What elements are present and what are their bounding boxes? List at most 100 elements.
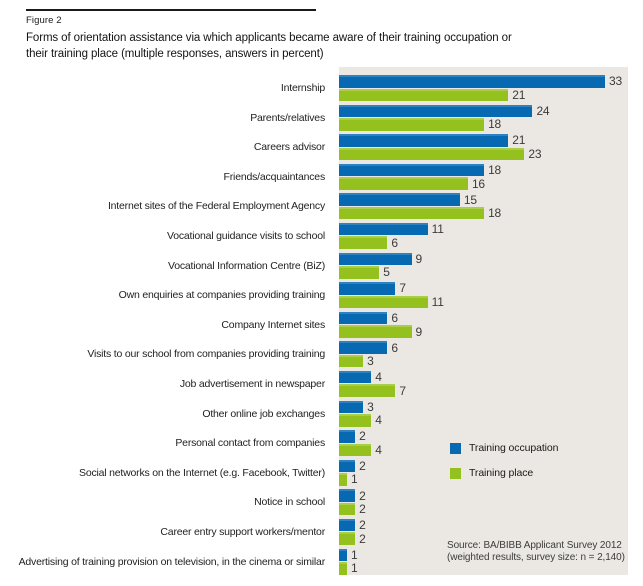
chart-row: Careers advisor 21 23 bbox=[0, 133, 643, 161]
legend-swatch-training-occupation-icon bbox=[450, 442, 461, 454]
value-label: 18 bbox=[488, 117, 502, 132]
chart-row: Own enquiries at companies providing tra… bbox=[0, 281, 643, 309]
source-line-2: (weighted results, survey size: n = 2,14… bbox=[447, 551, 625, 563]
chart-row: Social networks on the Internet (e.g. Fa… bbox=[0, 459, 643, 487]
bar-training-occupation: 3 bbox=[339, 400, 374, 414]
value-label: 3 bbox=[367, 354, 374, 369]
chart-row: Vocational guidance visits to school 11 6 bbox=[0, 222, 643, 250]
value-label: 1 bbox=[351, 547, 358, 562]
bar-training-occupation: 2 bbox=[339, 459, 366, 473]
value-label: 9 bbox=[415, 251, 423, 266]
value-label: 7 bbox=[399, 383, 406, 398]
value-label: 6 bbox=[391, 235, 398, 250]
value-label: 33 bbox=[608, 74, 622, 89]
value-label: 21 bbox=[512, 133, 526, 148]
chart-row: Notice in school 2 2 bbox=[0, 488, 643, 517]
chart-rows: Internship 33 21 Parents/relatives 24 18 Caree… bbox=[0, 67, 643, 578]
bar-training-place: 2 bbox=[339, 532, 366, 546]
bar-training-place: 6 bbox=[339, 236, 398, 250]
value-label: 7 bbox=[399, 281, 406, 296]
category-label: Parents/relatives bbox=[250, 111, 325, 124]
bar-chart: Internship 33 21 Parents/relatives 24 18 Caree… bbox=[0, 67, 643, 575]
category-label: Own enquiries at companies providing tra… bbox=[118, 289, 326, 302]
bar-training-place: 2 bbox=[339, 502, 366, 516]
category-label: Internship bbox=[280, 82, 325, 94]
bar-training-occupation: 9 bbox=[339, 252, 422, 266]
category-bars: 15 18 bbox=[339, 193, 643, 221]
category-label: Company Internet sites bbox=[221, 318, 325, 331]
value-label: 2 bbox=[359, 458, 366, 473]
chart-row: Personal contact from companies 2 4 bbox=[0, 429, 643, 457]
legend-swatch-training-place-icon bbox=[450, 467, 461, 479]
chart-row: Company Internet sites 6 9 bbox=[0, 311, 643, 339]
category-label: Job advertisement in newspaper bbox=[179, 377, 325, 390]
value-label: 18 bbox=[488, 163, 502, 178]
value-label: 2 bbox=[359, 531, 366, 546]
bar-training-occupation: 2 bbox=[339, 518, 366, 532]
chart-row: Vocational Information Centre (BiZ) 9 5 bbox=[0, 252, 643, 280]
bar-training-place: 23 bbox=[339, 147, 542, 161]
value-label: 1 bbox=[351, 472, 358, 487]
bar-training-place: 16 bbox=[339, 177, 485, 191]
category-bars: 18 16 bbox=[339, 163, 643, 191]
legend-label-training-occupation: Training occupation bbox=[469, 442, 559, 454]
bar-training-occupation: 6 bbox=[339, 341, 398, 355]
bar-training-place: 18 bbox=[339, 117, 501, 131]
chart-row: Career entry support workers/mentor 2 2 bbox=[0, 518, 643, 546]
bar-training-place: 11 bbox=[339, 295, 444, 309]
legend-label-training-place: Training place bbox=[469, 467, 534, 479]
category-bars: 21 23 bbox=[339, 133, 643, 161]
bar-training-occupation: 2 bbox=[339, 429, 366, 443]
category-label: Careers advisor bbox=[253, 141, 325, 154]
category-bars: 33 21 bbox=[339, 74, 643, 102]
value-label: 4 bbox=[375, 442, 382, 457]
value-label: 2 bbox=[359, 488, 366, 503]
bar-training-occupation: 21 bbox=[339, 133, 525, 147]
chart-row: Internship 33 21 bbox=[0, 74, 643, 102]
bar-training-place: 4 bbox=[339, 413, 382, 427]
value-label: 2 bbox=[359, 502, 366, 517]
figure-top-rule bbox=[26, 9, 316, 11]
bar-training-occupation: 24 bbox=[339, 104, 550, 118]
figure-title-line-2: their training place (multiple responses… bbox=[26, 48, 324, 60]
category-label: Notice in school bbox=[254, 496, 325, 509]
bar-training-place: 1 bbox=[339, 561, 358, 575]
value-label: 5 bbox=[383, 265, 390, 280]
category-label: Advertising of training provision on tel… bbox=[18, 555, 326, 568]
value-label: 4 bbox=[375, 370, 382, 385]
value-label: 18 bbox=[488, 206, 502, 221]
category-bars: 24 18 bbox=[339, 104, 643, 131]
chart-legend: Training occupation Training place bbox=[450, 442, 558, 492]
value-label: 1 bbox=[351, 561, 358, 576]
chart-row: Internet sites of the Federal Employment… bbox=[0, 193, 643, 221]
category-label: Career entry support workers/mentor bbox=[160, 525, 325, 538]
bar-training-occupation: 15 bbox=[339, 193, 477, 207]
category-label: Vocational Information Centre (BiZ) bbox=[168, 259, 325, 272]
bar-training-occupation: 18 bbox=[339, 163, 501, 177]
figure-label: Figure 2 bbox=[26, 15, 62, 26]
bar-training-occupation: 1 bbox=[339, 548, 358, 562]
category-label: Other online job exchanges bbox=[202, 407, 325, 420]
value-label: 21 bbox=[512, 87, 526, 102]
bar-training-place: 3 bbox=[339, 354, 374, 368]
chart-row: Other online job exchanges 3 4 bbox=[0, 400, 643, 428]
value-label: 3 bbox=[367, 399, 374, 414]
value-label: 11 bbox=[431, 294, 444, 309]
value-label: 16 bbox=[471, 176, 485, 191]
category-label: Internet sites of the Federal Employment… bbox=[107, 200, 325, 213]
value-label: 6 bbox=[391, 311, 398, 325]
chart-row: Parents/relatives 24 18 bbox=[0, 104, 643, 132]
source-line-1: Source: BA/BIBB Applicant Survey 2012 bbox=[447, 540, 622, 551]
chart-row: Visits to our school from companies prov… bbox=[0, 341, 643, 369]
bar-training-place: 7 bbox=[339, 384, 406, 398]
figure-title: Forms of orientation assistance via whic… bbox=[26, 30, 616, 62]
value-label: 4 bbox=[375, 413, 382, 428]
